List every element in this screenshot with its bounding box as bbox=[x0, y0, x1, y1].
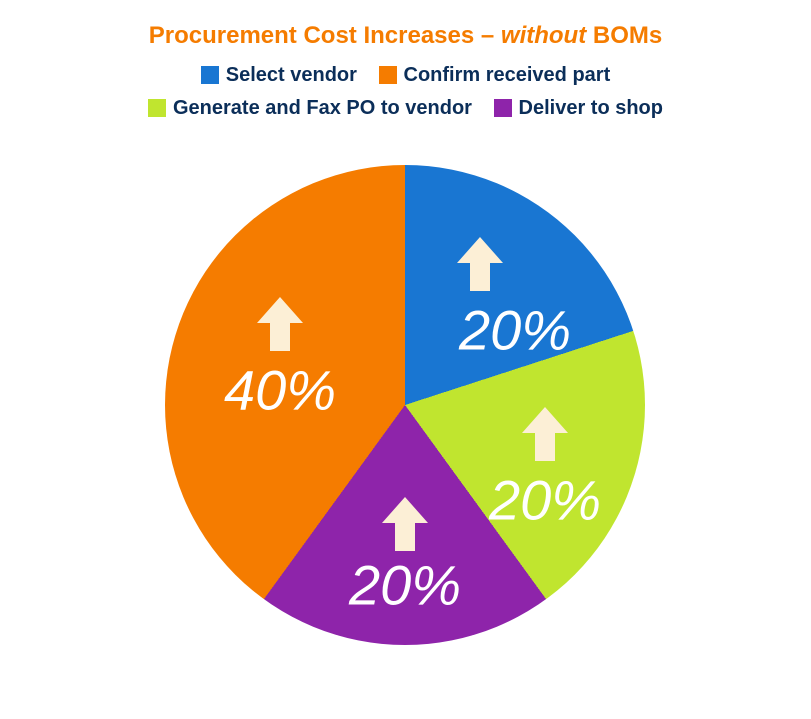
chart-legend: Select vendor Confirm received part Gene… bbox=[0, 60, 811, 126]
legend-item-deliver-shop: Deliver to shop bbox=[494, 93, 663, 123]
legend-swatch-2 bbox=[148, 99, 166, 117]
legend-swatch-3 bbox=[494, 99, 512, 117]
legend-item-generate-fax: Generate and Fax PO to vendor bbox=[148, 93, 472, 123]
slice-label-1: 20% bbox=[489, 468, 601, 533]
legend-label-0: Select vendor bbox=[226, 60, 357, 90]
arrow-icon-3 bbox=[255, 295, 305, 355]
legend-row-2: Generate and Fax PO to vendor Deliver to… bbox=[0, 93, 811, 126]
legend-swatch-1 bbox=[379, 66, 397, 84]
legend-label-3: Deliver to shop bbox=[519, 93, 663, 123]
title-prefix: Procurement Cost Increases – bbox=[149, 22, 501, 49]
arrow-icon-2 bbox=[380, 495, 430, 555]
legend-label-1: Confirm received part bbox=[404, 60, 611, 90]
title-suffix: BOMs bbox=[586, 22, 662, 49]
legend-swatch-0 bbox=[201, 66, 219, 84]
legend-row-1: Select vendor Confirm received part bbox=[0, 60, 811, 93]
slice-label-3: 40% bbox=[224, 358, 336, 423]
slice-label-0: 20% bbox=[459, 298, 571, 363]
chart-container: Procurement Cost Increases – without BOM… bbox=[0, 0, 811, 719]
arrow-icon-1 bbox=[520, 405, 570, 465]
legend-item-confirm-received: Confirm received part bbox=[379, 60, 611, 90]
arrow-icon-0 bbox=[455, 235, 505, 295]
chart-title: Procurement Cost Increases – without BOM… bbox=[0, 22, 811, 50]
legend-item-select-vendor: Select vendor bbox=[201, 60, 357, 90]
slice-label-2: 20% bbox=[349, 553, 461, 618]
title-italic: without bbox=[501, 22, 586, 49]
legend-label-2: Generate and Fax PO to vendor bbox=[173, 93, 472, 123]
pie-chart: 20% 20% 20% 40% bbox=[165, 165, 645, 645]
